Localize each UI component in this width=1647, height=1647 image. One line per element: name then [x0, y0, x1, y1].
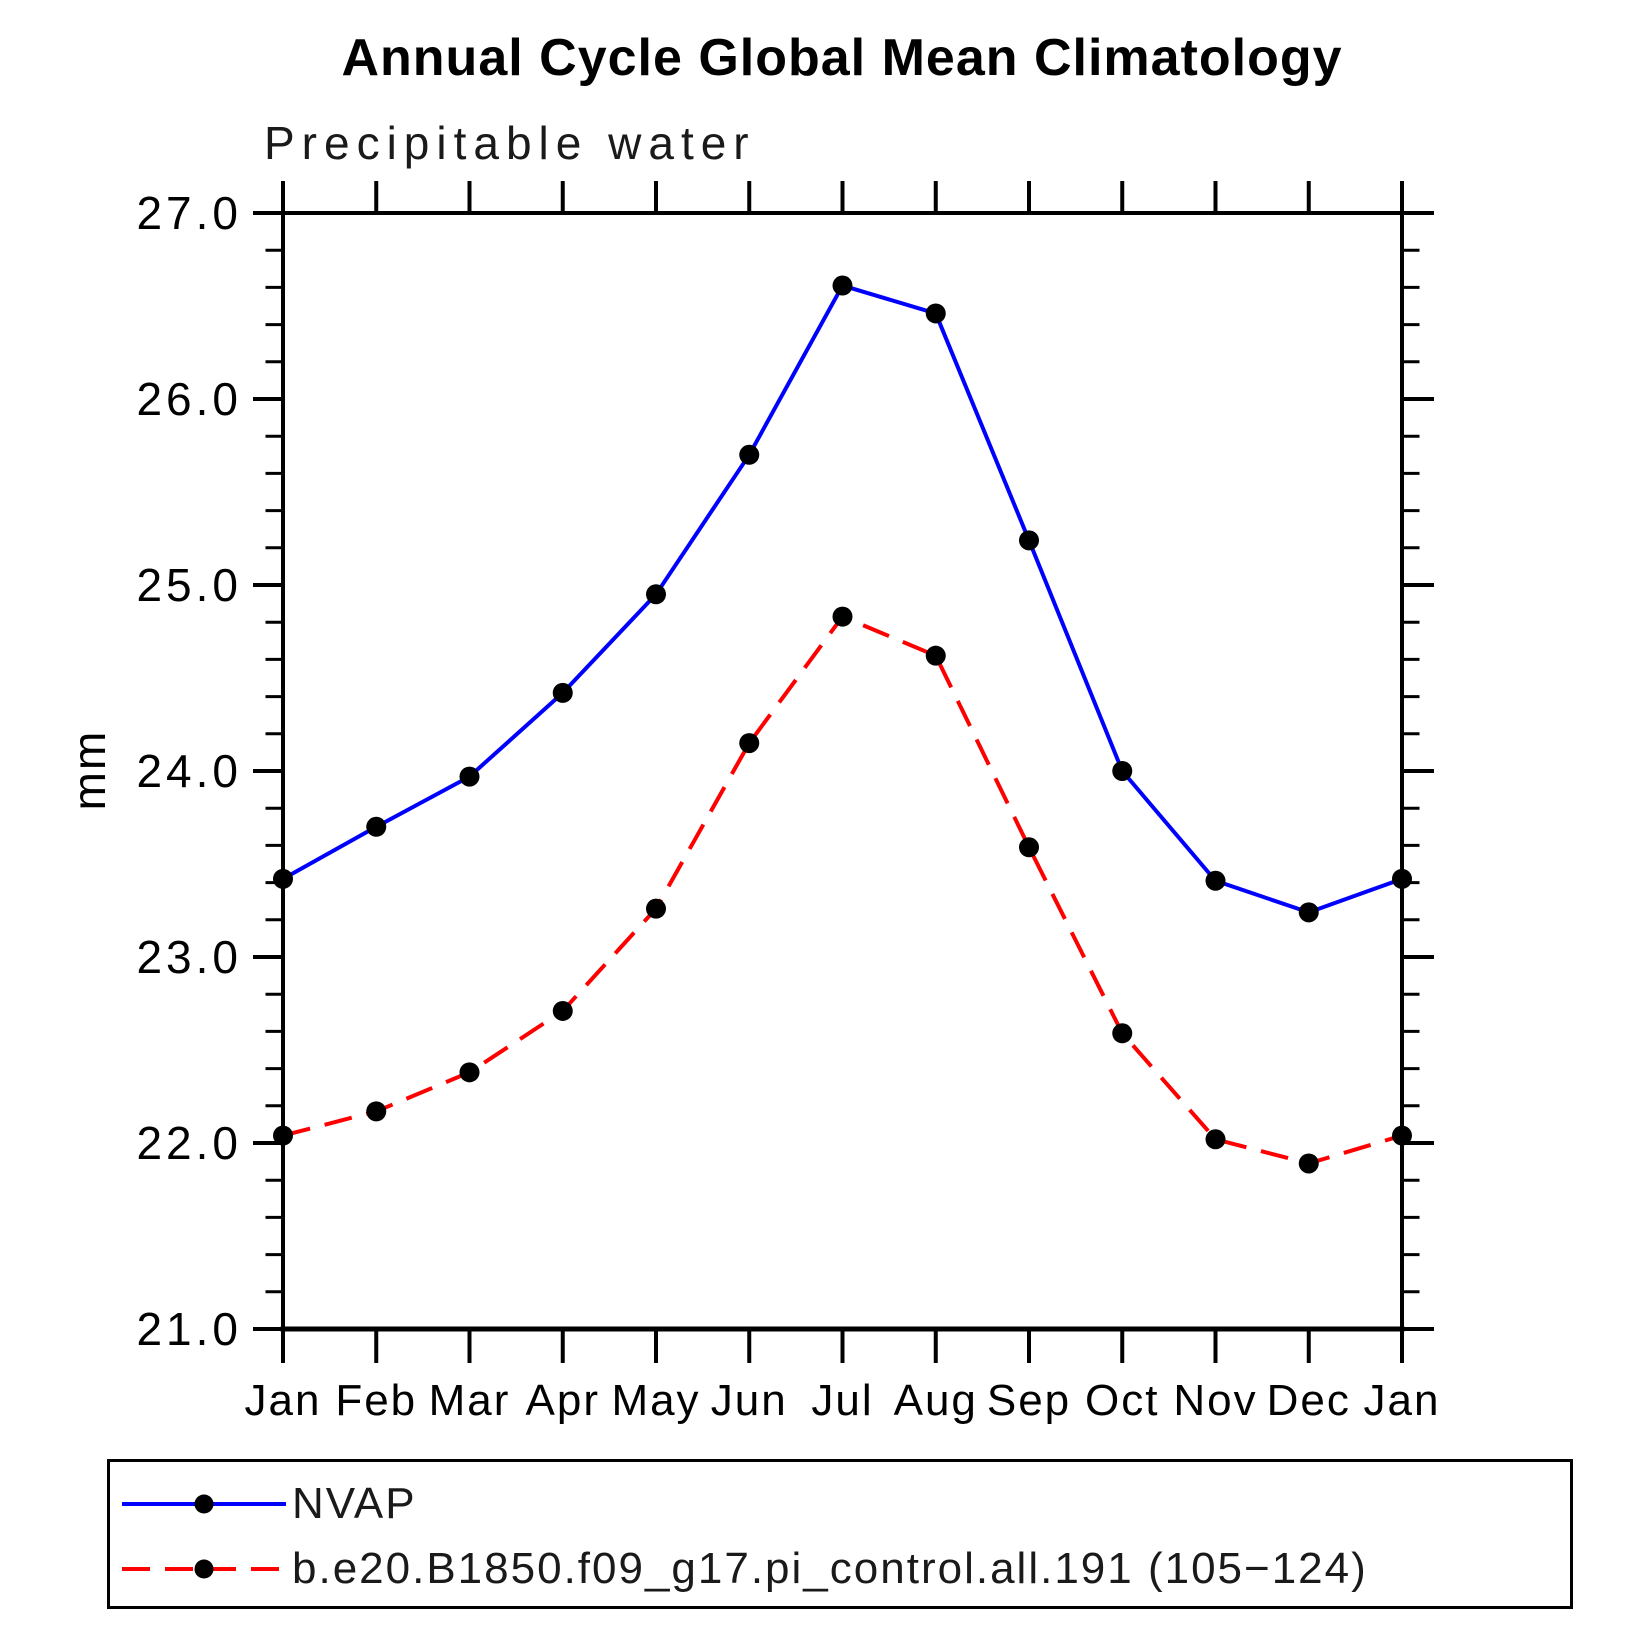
chart-title: Annual Cycle Global Mean Climatology [341, 29, 1343, 87]
x-axis-tick-label: Jan [1364, 1376, 1441, 1425]
y-axis-tick-label: 25.0 [136, 559, 242, 611]
y-axis-tick-label: 23.0 [136, 931, 242, 983]
x-axis-tick-label: Oct [1085, 1376, 1159, 1425]
x-axis-tick-label: Aug [894, 1376, 978, 1425]
series-marker-1 [1298, 1153, 1319, 1174]
chart-subtitle: Precipitable water [264, 117, 756, 169]
legend-label-nvap: NVAP [292, 1479, 417, 1528]
series-marker-0 [925, 303, 946, 324]
series-marker-1 [832, 606, 853, 627]
series-marker-1 [646, 898, 666, 919]
series-marker-1 [1112, 1023, 1133, 1044]
series-marker-0 [273, 868, 293, 889]
x-axis-tick-label: Feb [335, 1376, 417, 1425]
series-marker-0 [459, 766, 480, 787]
legend-line-sample-model [122, 1559, 286, 1579]
y-axis-tick-label: 22.0 [136, 1117, 242, 1169]
x-axis-tick-label: Sep [987, 1376, 1071, 1425]
series-marker-0 [366, 816, 387, 837]
series-marker-1 [1392, 1125, 1412, 1146]
series-marker-1 [925, 645, 946, 666]
y-axis-title: mm [63, 730, 115, 811]
legend-sample-marker [194, 1559, 214, 1579]
x-axis-tick-label: Dec [1267, 1376, 1351, 1425]
x-axis-tick-label: Jun [711, 1376, 788, 1425]
x-axis-tick-label: May [611, 1376, 700, 1425]
x-axis-tick-label: Jul [811, 1376, 873, 1425]
x-axis-tick-label: Mar [429, 1376, 511, 1425]
y-axis-tick-label: 21.0 [136, 1303, 242, 1355]
series-marker-0 [552, 682, 573, 703]
legend-line-sample-nvap [122, 1494, 286, 1514]
series-marker-1 [1019, 837, 1039, 858]
series-marker-0 [1205, 870, 1226, 891]
series-marker-0 [1112, 761, 1133, 781]
y-axis-tick-label: 26.0 [136, 373, 242, 425]
series-marker-0 [832, 275, 853, 296]
legend-label-model: b.e20.B1850.f09_g17.pi_control.all.191 (… [292, 1544, 1368, 1593]
series-line-1 [282, 614, 1403, 1166]
series-marker-0 [1019, 530, 1039, 551]
series-marker-0 [739, 444, 760, 465]
series-line-0 [282, 283, 1403, 915]
series-marker-0 [1298, 902, 1319, 923]
series-marker-1 [459, 1062, 480, 1083]
y-axis-tick-label: 27.0 [136, 187, 242, 239]
x-axis-tick-label: Jan [245, 1376, 322, 1425]
series-marker-0 [1392, 868, 1412, 889]
series-marker-1 [552, 1000, 573, 1021]
series-marker-0 [646, 584, 666, 605]
legend-sample-marker [194, 1494, 214, 1514]
legend-item-model: b.e20.B1850.f09_g17.pi_control.all.191 (… [118, 1544, 1368, 1594]
series-marker-1 [273, 1125, 293, 1146]
x-axis-tick-label: Nov [1173, 1376, 1257, 1425]
series-marker-1 [739, 733, 760, 754]
series-marker-1 [1205, 1129, 1226, 1150]
y-axis-tick-label: 24.0 [136, 745, 242, 797]
series-marker-1 [366, 1101, 387, 1122]
legend: NVAP b.e20.B1850.f09_g17.pi_control.all.… [107, 1459, 1573, 1609]
legend-item-nvap: NVAP [118, 1479, 417, 1529]
x-axis-tick-label: Apr [526, 1376, 600, 1425]
